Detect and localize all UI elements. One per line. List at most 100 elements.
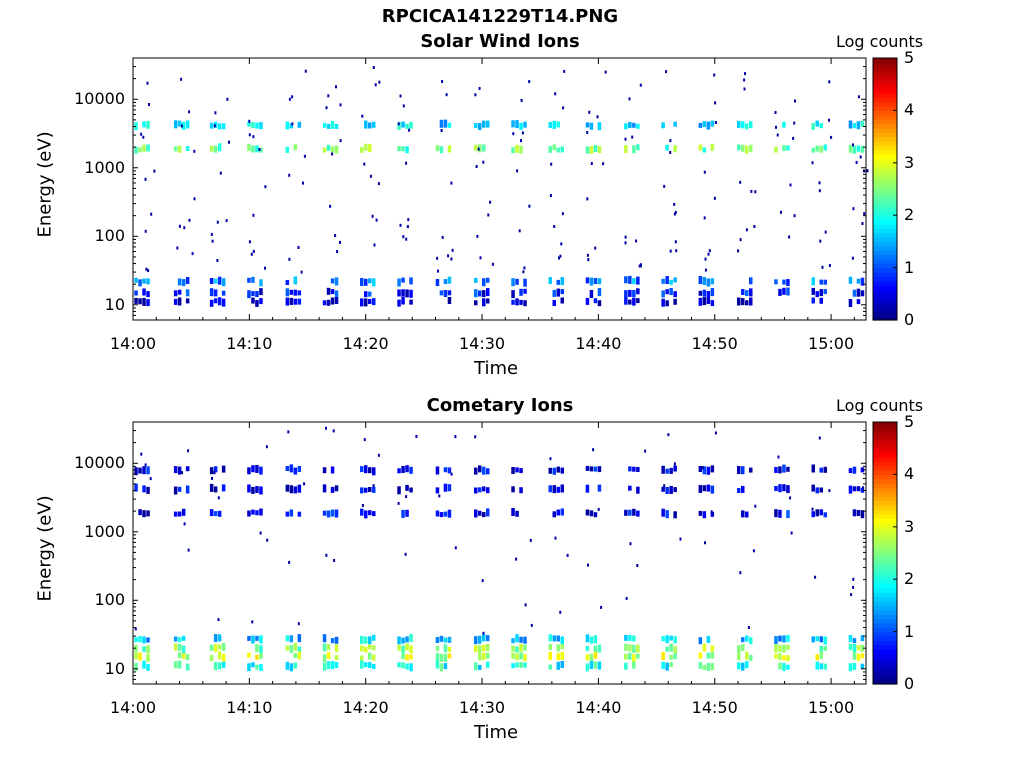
spectrogram-cell	[811, 511, 815, 518]
spectrogram-cell	[823, 645, 827, 651]
spectrogram-cell	[710, 511, 715, 517]
x-tick-label: 14:00	[109, 698, 157, 717]
spectrogram-cell	[447, 297, 452, 304]
spectrogram-cell	[778, 466, 782, 474]
spectrogram-cell	[142, 121, 146, 128]
colorbar-segment	[873, 618, 897, 624]
spectrogram-speckle	[252, 249, 255, 253]
spectrogram-speckle	[140, 132, 143, 136]
spectrogram-cell	[443, 637, 448, 643]
spectrogram-cell	[519, 652, 523, 660]
spectrogram-speckle	[704, 257, 707, 261]
colorbar-segment	[873, 522, 897, 528]
spectrogram-cell	[585, 465, 590, 471]
spectrogram-speckle	[489, 200, 492, 204]
spectrogram-cell	[142, 485, 146, 493]
spectrogram-cell	[177, 278, 182, 286]
spectrogram-speckle	[596, 115, 599, 119]
spectrogram-cell	[134, 644, 138, 652]
spectrogram-speckle	[134, 627, 137, 631]
spectrogram-cell	[815, 291, 819, 298]
spectrogram-cell	[221, 484, 226, 492]
spectrogram-cell	[848, 485, 853, 494]
y-tick-label: 10	[104, 294, 125, 314]
spectrogram-cell	[786, 145, 790, 151]
spectrogram-cell	[519, 661, 523, 668]
spectrogram-cell	[589, 122, 594, 130]
spectrogram-cell	[782, 121, 786, 128]
spectrogram-cell	[360, 508, 364, 516]
spectrogram-cell	[710, 120, 715, 127]
spectrogram-cell	[293, 289, 298, 296]
spectrogram-cell	[285, 297, 290, 306]
spectrogram-cell	[860, 277, 865, 286]
spectrogram-cell	[624, 145, 628, 153]
spectrogram-cell	[749, 637, 753, 645]
spectrogram-cell	[285, 484, 290, 492]
spectrogram-cell	[665, 635, 669, 644]
spectrogram-speckle	[673, 212, 676, 216]
spectrogram-speckle	[148, 103, 150, 106]
spectrogram-cell	[669, 635, 673, 641]
spectrogram-speckle	[665, 70, 668, 74]
spectrogram-cell	[523, 662, 527, 668]
spectrogram-cell	[815, 120, 819, 127]
spectrogram-cell	[556, 644, 560, 652]
spectrogram-cell	[405, 663, 409, 670]
spectrogram-cell	[665, 646, 669, 652]
spectrogram-speckle	[750, 189, 753, 193]
spectrogram-cell	[819, 289, 823, 297]
colorbar-segment	[873, 66, 897, 72]
spectrogram-cell	[289, 485, 294, 494]
spectrogram-cell	[251, 145, 255, 153]
spectrogram-cell	[632, 145, 636, 154]
spectrogram-speckle	[441, 235, 444, 239]
spectrogram-speckle	[397, 122, 400, 126]
spectrogram-cell	[474, 467, 478, 475]
spectrogram-cell	[297, 484, 302, 493]
spectrogram-cell	[774, 467, 778, 473]
spectrogram-cell	[443, 467, 448, 473]
spectrogram-cell	[259, 466, 263, 475]
colorbar-segment	[873, 443, 897, 449]
spectrogram-cell	[405, 509, 409, 517]
spectrogram-cell	[597, 122, 602, 131]
colorbar-segment	[873, 193, 897, 199]
spectrogram-cell	[519, 122, 523, 130]
spectrogram-cell	[326, 144, 331, 151]
spectrogram-cell	[636, 298, 640, 304]
spectrogram-cell	[364, 143, 368, 151]
spectrogram-cell	[146, 144, 150, 152]
spectrogram-cell	[482, 634, 486, 642]
spectrogram-cell	[360, 635, 364, 644]
spectrogram-speckle	[744, 72, 746, 76]
spectrogram-speckle	[339, 103, 342, 107]
spectrogram-cell	[486, 288, 490, 297]
spectrogram-cell	[134, 122, 138, 131]
spectrogram-cell	[405, 484, 409, 491]
spectrogram-cell	[811, 484, 815, 492]
spectrogram-cell	[322, 654, 327, 663]
spectrogram-cell	[665, 300, 669, 307]
spectrogram-cell	[552, 289, 556, 297]
colorbar-segment	[873, 215, 897, 221]
colorbar-segment	[873, 605, 897, 611]
colorbar-title-cometary: Log counts	[836, 396, 924, 415]
spectrogram-speckle	[524, 603, 527, 607]
spectrogram-cell	[360, 146, 364, 153]
spectrogram-cell	[511, 278, 515, 287]
spectrogram-cell	[397, 289, 401, 297]
spectrogram-cell	[297, 121, 302, 128]
spectrogram-cell	[515, 144, 519, 153]
spectrogram-cell	[289, 635, 294, 643]
spectrogram-cell	[661, 508, 665, 517]
spectrogram-cell	[209, 122, 214, 129]
spectrogram-cell	[698, 122, 703, 128]
spectrogram-cell	[405, 146, 409, 154]
spectrogram-cell	[848, 144, 853, 153]
spectrogram-speckle	[857, 95, 860, 99]
spectrogram-cell	[330, 638, 335, 644]
spectrogram-speckle	[302, 181, 304, 185]
spectrogram-cell	[673, 291, 677, 298]
spectrogram-cell	[368, 510, 372, 516]
